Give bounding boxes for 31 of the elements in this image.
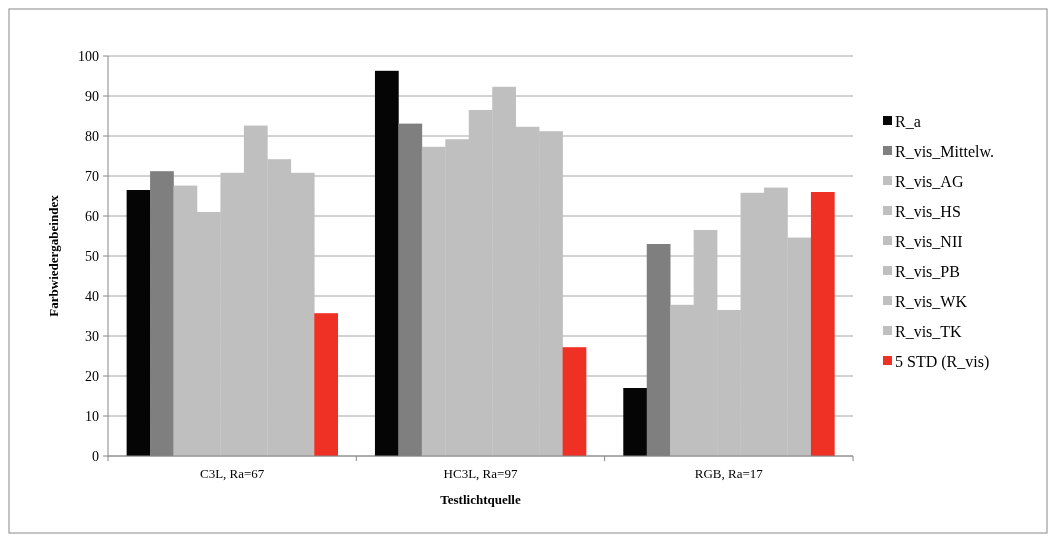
legend-label: R_vis_WK bbox=[895, 292, 968, 310]
y-tick-label: 70 bbox=[85, 168, 99, 184]
bar bbox=[562, 347, 587, 456]
x-tick-label: C3L, Ra=67 bbox=[199, 466, 265, 481]
y-tick-label: 30 bbox=[85, 328, 99, 344]
legend-label: R_vis_TK bbox=[895, 322, 963, 340]
legend-label: R_vis_AG bbox=[895, 172, 964, 190]
legend-label: R_vis_Mittelw. bbox=[895, 142, 994, 160]
x-axis-title: Testlichtquelle bbox=[440, 492, 521, 507]
y-tick-label: 60 bbox=[85, 208, 99, 224]
legend-label: R_vis_NII bbox=[895, 232, 963, 250]
y-tick-label: 80 bbox=[85, 128, 99, 144]
bar bbox=[810, 192, 835, 456]
y-axis-title: Farbwiedergabeindex bbox=[46, 194, 61, 317]
legend-label: 5 STD (R_vis) bbox=[895, 352, 990, 371]
x-tick-label: RGB, Ra=17 bbox=[694, 466, 764, 481]
bar bbox=[126, 190, 151, 456]
y-tick-label: 50 bbox=[85, 248, 99, 264]
y-tick-label: 40 bbox=[85, 288, 99, 304]
legend-label: R_a bbox=[895, 112, 921, 130]
legend-label: R_vis_PB bbox=[895, 262, 960, 280]
y-tick-label: 10 bbox=[85, 408, 99, 424]
y-tick-label: 90 bbox=[85, 88, 99, 104]
bar bbox=[623, 388, 648, 456]
y-tick-label: 100 bbox=[78, 48, 99, 64]
y-tick-label: 0 bbox=[92, 448, 99, 464]
bar bbox=[374, 70, 399, 456]
y-tick-label: 20 bbox=[85, 368, 99, 384]
x-tick-label: HC3L, Ra=97 bbox=[443, 466, 518, 481]
legend-label: R_vis_HS bbox=[895, 202, 961, 220]
bar bbox=[314, 313, 339, 456]
